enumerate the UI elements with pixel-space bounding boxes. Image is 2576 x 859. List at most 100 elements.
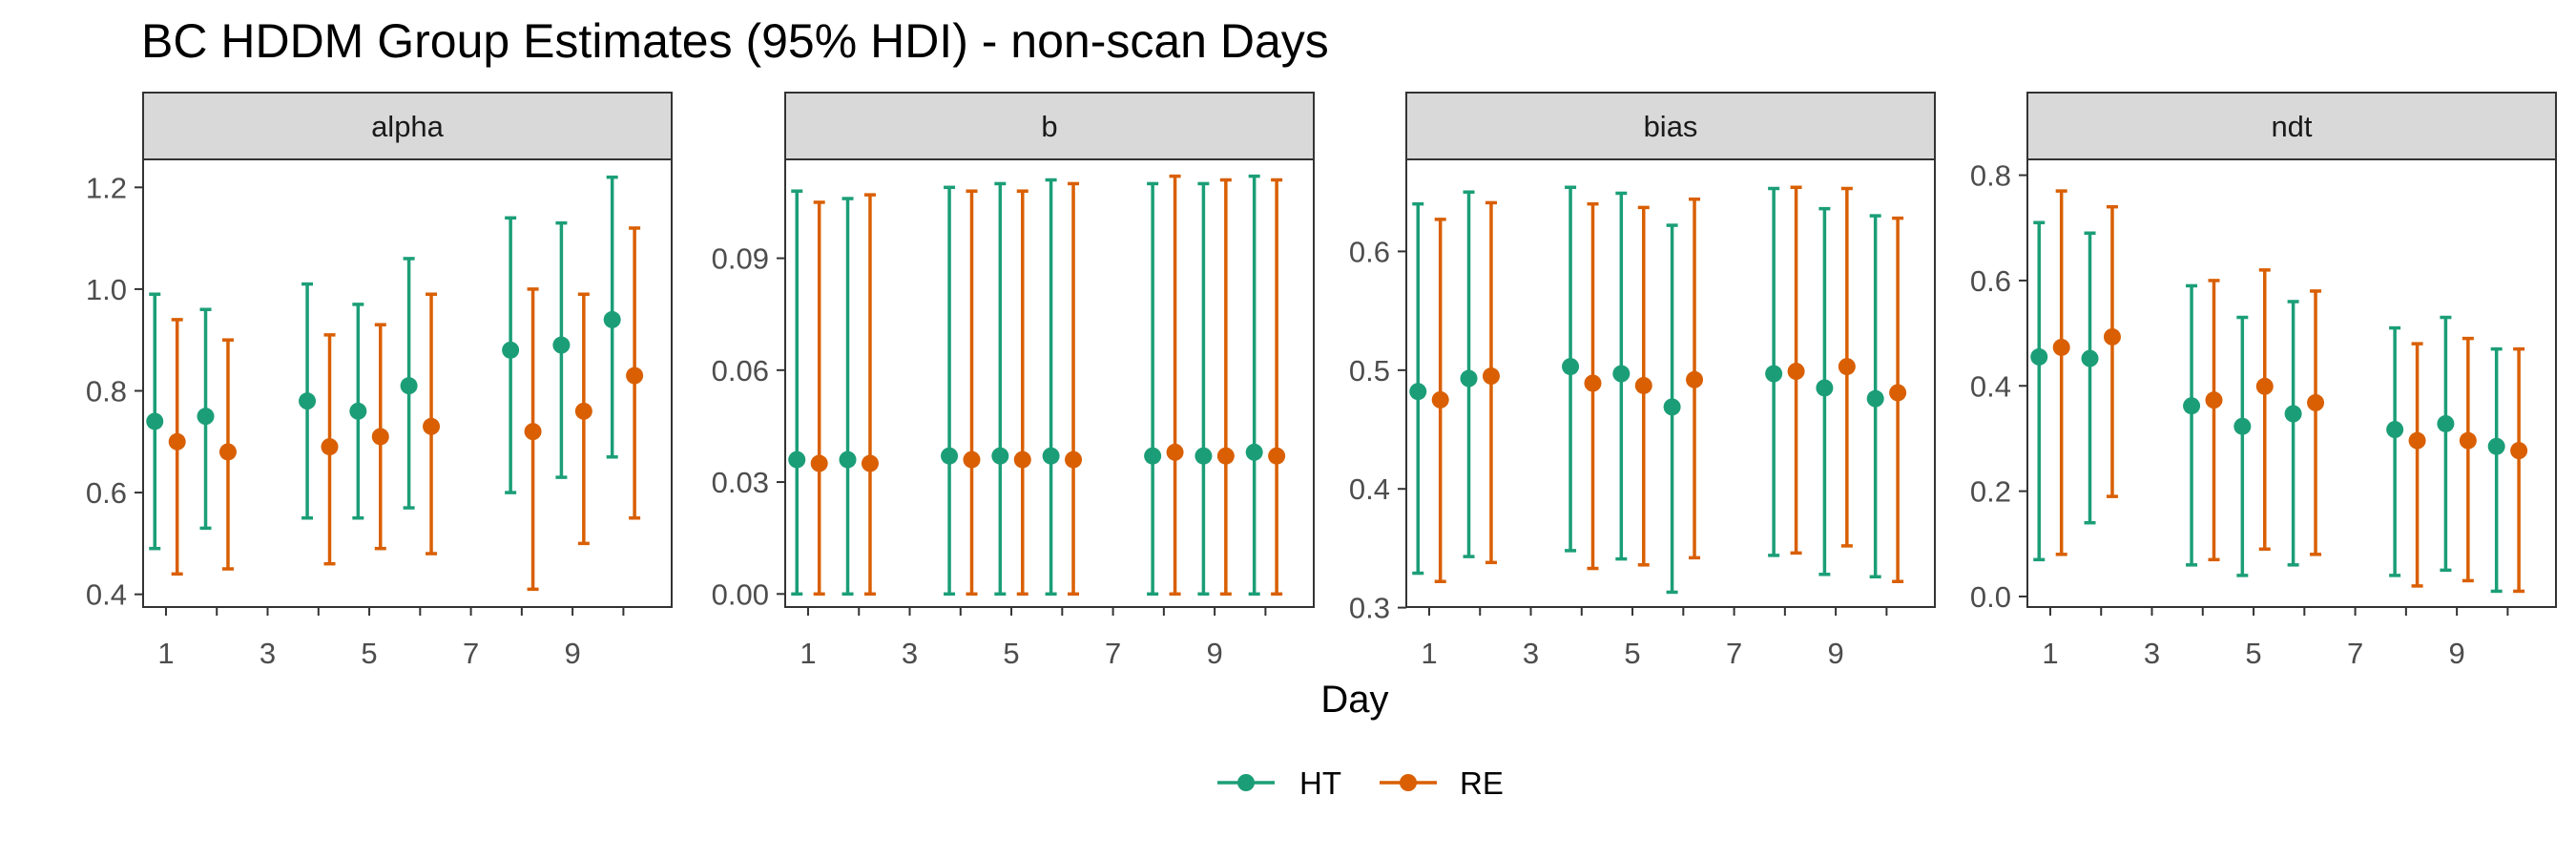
point-RE bbox=[1431, 390, 1449, 409]
point-HT bbox=[991, 447, 1009, 465]
point-RE bbox=[574, 402, 592, 420]
facet-strip bbox=[1405, 92, 1936, 160]
legend-item-HT: HT bbox=[1217, 765, 1341, 801]
point-RE bbox=[1889, 384, 1907, 402]
point-RE bbox=[1065, 450, 1083, 469]
point-RE bbox=[963, 450, 981, 469]
legend-key-point bbox=[1400, 774, 1417, 791]
point-RE bbox=[321, 438, 339, 456]
x-tick-label: 9 bbox=[2449, 637, 2465, 670]
x-tick-label: 7 bbox=[1105, 637, 1121, 670]
point-HT bbox=[2487, 437, 2505, 455]
point-HT bbox=[1409, 383, 1427, 401]
point-HT bbox=[2437, 414, 2455, 432]
y-tick-label: 0.0 bbox=[1970, 580, 2011, 614]
series-RE bbox=[810, 174, 1286, 597]
point-HT bbox=[2183, 397, 2201, 415]
point-HT bbox=[2030, 347, 2048, 366]
point-HT bbox=[400, 377, 418, 395]
point-RE bbox=[810, 454, 828, 472]
point-RE bbox=[1686, 370, 1704, 388]
point-HT bbox=[1612, 365, 1631, 383]
series-HT bbox=[146, 175, 621, 551]
point-HT bbox=[1866, 389, 1884, 408]
facet-strip-label: bias bbox=[1644, 110, 1698, 143]
point-RE bbox=[2205, 391, 2223, 409]
legend-label: HT bbox=[1299, 765, 1341, 801]
point-HT bbox=[1663, 398, 1681, 416]
point-HT bbox=[1144, 447, 1162, 465]
x-tick-label: 3 bbox=[902, 637, 918, 670]
point-RE bbox=[524, 423, 542, 441]
facet-strip bbox=[784, 92, 1315, 160]
chart-title: BC HDDM Group Estimates (95% HDI) - non-… bbox=[141, 14, 1329, 68]
point-HT bbox=[1562, 358, 1580, 376]
point-HT bbox=[2284, 405, 2302, 423]
x-tick-label: 7 bbox=[463, 637, 479, 670]
legend-label: RE bbox=[1460, 765, 1504, 801]
point-HT bbox=[1195, 447, 1213, 465]
point-HT bbox=[349, 402, 367, 420]
y-tick-label: 0.4 bbox=[1349, 472, 1390, 506]
series-HT bbox=[2030, 220, 2505, 594]
y-tick-label: 0.03 bbox=[712, 466, 769, 499]
x-tick-label: 7 bbox=[1726, 637, 1742, 670]
y-tick-label: 0.8 bbox=[86, 374, 127, 408]
y-tick-label: 0.5 bbox=[1349, 354, 1390, 388]
point-HT bbox=[146, 412, 164, 430]
point-RE bbox=[1584, 374, 1602, 392]
y-tick-label: 1.2 bbox=[86, 171, 127, 204]
point-RE bbox=[2103, 327, 2121, 346]
point-RE bbox=[1787, 363, 1805, 381]
x-tick-label: 5 bbox=[361, 637, 377, 670]
point-RE bbox=[1838, 358, 1856, 376]
y-tick-label: 0.00 bbox=[712, 577, 769, 611]
point-HT bbox=[552, 336, 571, 354]
facet-panel-alpha: alpha 0.4 0.6 0.8 1.0 1.2 1 3 5 7 9 bbox=[86, 92, 673, 670]
point-RE bbox=[1482, 367, 1500, 386]
y-tick-label: 0.4 bbox=[1970, 369, 2011, 403]
y-tick-label: 0.06 bbox=[712, 354, 769, 388]
series-RE bbox=[168, 226, 644, 592]
point-RE bbox=[626, 367, 644, 385]
x-tick-label: 1 bbox=[800, 637, 816, 670]
point-HT bbox=[502, 341, 520, 359]
y-tick-label: 0.2 bbox=[1970, 475, 2011, 509]
x-tick-label: 5 bbox=[1003, 637, 1019, 670]
point-RE bbox=[1216, 447, 1235, 465]
facet-panel-bias: bias 0.3 0.4 0.5 0.6 1 3 5 7 9 bbox=[1349, 92, 1936, 670]
series-RE bbox=[2052, 189, 2528, 594]
x-tick-label: 7 bbox=[2347, 637, 2363, 670]
point-HT bbox=[839, 450, 857, 469]
point-HT bbox=[603, 310, 621, 328]
facet-panel-ndt: ndt 0.0 0.2 0.4 0.6 0.8 1 3 5 7 9 bbox=[1970, 92, 2557, 670]
point-HT bbox=[1460, 369, 1478, 388]
point-HT bbox=[788, 450, 806, 469]
point-RE bbox=[2255, 377, 2274, 395]
x-tick-label: 5 bbox=[1624, 637, 1640, 670]
y-tick-label: 0.4 bbox=[86, 578, 127, 612]
facet-strip bbox=[142, 92, 673, 160]
point-HT bbox=[1245, 443, 1263, 461]
point-RE bbox=[2510, 442, 2528, 460]
legend-item-RE: RE bbox=[1380, 765, 1504, 801]
point-RE bbox=[2307, 393, 2325, 411]
facet-strip-label: ndt bbox=[2271, 110, 2312, 143]
series-HT bbox=[1409, 185, 1884, 595]
point-RE bbox=[1166, 443, 1184, 461]
point-RE bbox=[218, 443, 237, 461]
x-tick-label: 9 bbox=[1828, 637, 1844, 670]
facet-strip-label: alpha bbox=[371, 110, 445, 143]
point-HT bbox=[2081, 349, 2099, 367]
point-HT bbox=[1042, 447, 1060, 465]
x-tick-label: 5 bbox=[2245, 637, 2261, 670]
point-HT bbox=[2233, 417, 2252, 435]
y-tick-label: 1.0 bbox=[86, 273, 127, 306]
legend-key-point bbox=[1237, 774, 1255, 791]
point-RE bbox=[1013, 450, 1031, 469]
legend: HT RE bbox=[1217, 765, 1504, 801]
x-tick-label: 3 bbox=[1523, 637, 1539, 670]
y-tick-label: 0.8 bbox=[1970, 159, 2011, 193]
point-HT bbox=[941, 447, 959, 465]
